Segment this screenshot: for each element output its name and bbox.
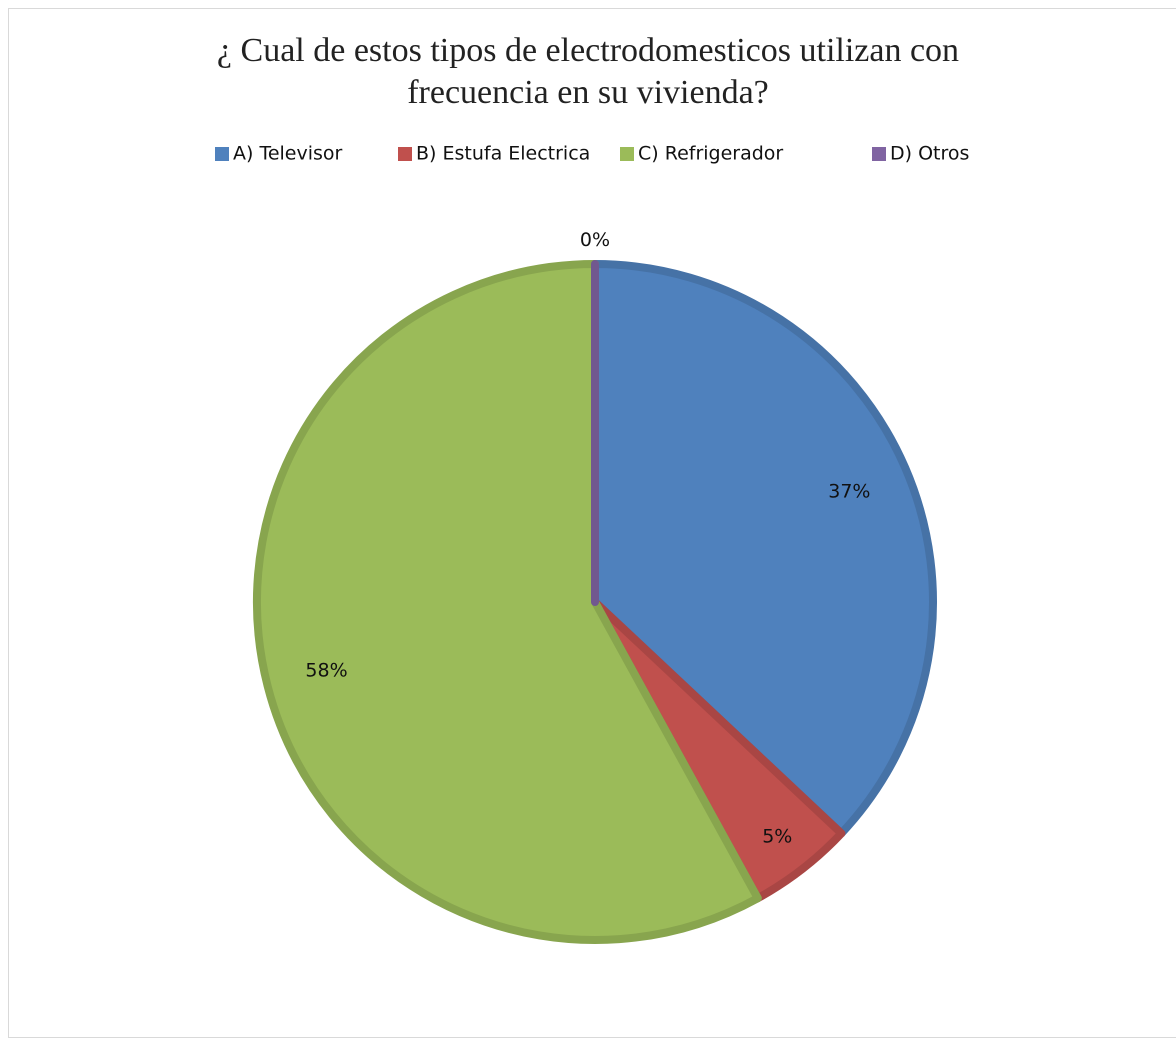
legend-label: A) Televisor: [233, 143, 343, 165]
legend-swatch: [215, 147, 229, 161]
legend-label: B) Estufa Electrica: [416, 143, 590, 165]
pie-slice: [591, 260, 937, 838]
legend-swatch: [398, 147, 412, 161]
data-label: 0%: [580, 229, 610, 251]
chart-title: ¿ Cual de estos tipos de electrodomestic…: [216, 32, 960, 111]
data-label: 58%: [305, 659, 347, 681]
legend-label: C) Refrigerador: [638, 143, 783, 165]
title-box: ¿ Cual de estos tipos de electrodomestic…: [0, 30, 1176, 114]
legend-label: D) Otros: [890, 143, 969, 165]
data-label: 37%: [828, 480, 870, 502]
legend-swatch: [620, 147, 634, 161]
legend-swatch: [872, 147, 886, 161]
pie-slice: [253, 260, 762, 944]
data-label: 5%: [762, 826, 792, 848]
